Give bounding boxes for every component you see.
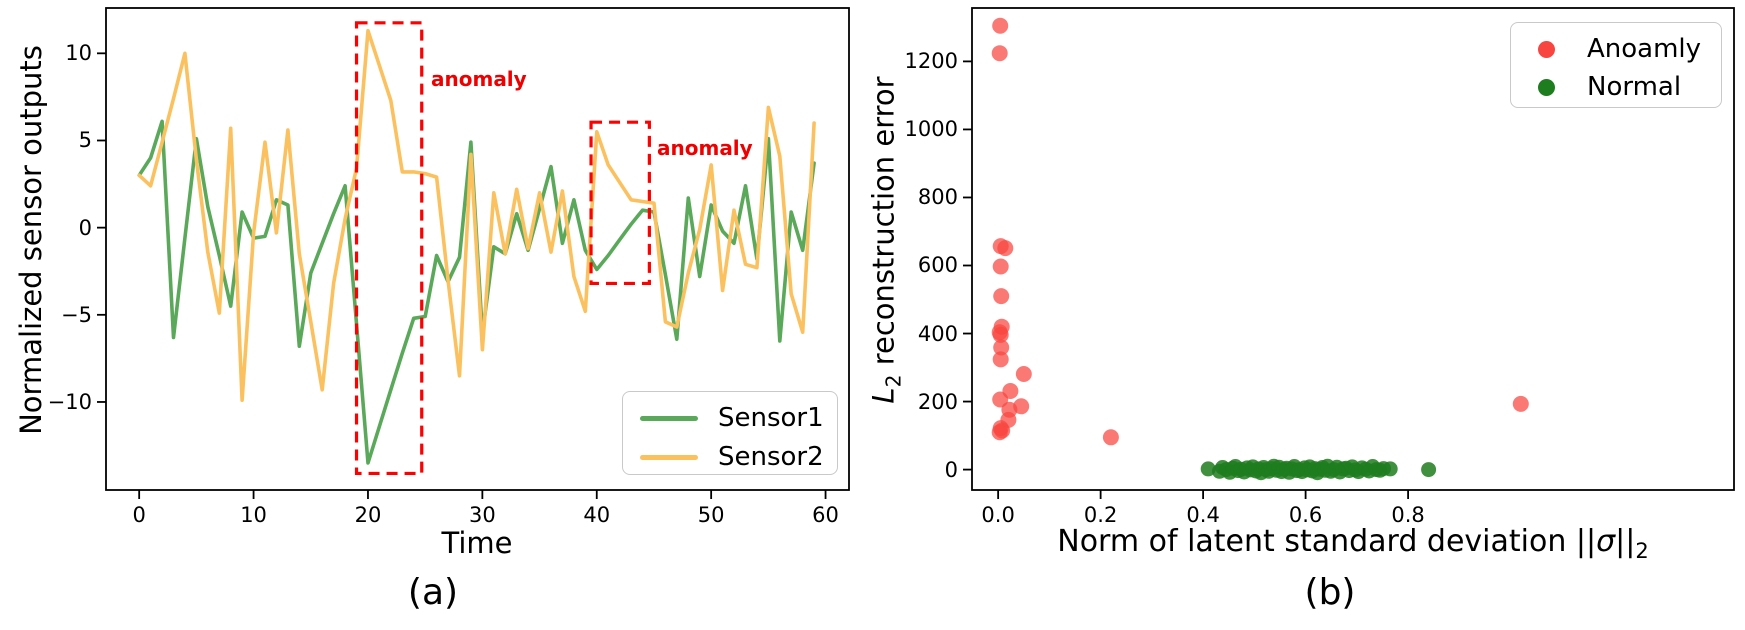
sensor2-line-swatch (640, 454, 698, 460)
scatter-point (993, 339, 1010, 356)
sensor2-line (137, 28, 816, 403)
anomaly-annotation-1: anomaly (431, 67, 527, 91)
anoamly-points-group (991, 17, 1529, 446)
y-tick-label: 600 (917, 253, 958, 278)
y-tick-label: 800 (917, 185, 958, 210)
y-tick-label: 0 (944, 457, 958, 482)
normal-dot-swatch (1538, 78, 1555, 96)
line-chart-panel (97, 7, 850, 499)
legend-item-sensor2: Sensor2 (640, 442, 824, 472)
panel-b-caption: (b) (1304, 572, 1356, 613)
panel-a-caption: (a) (407, 572, 459, 613)
y-tick-label: 0 (78, 215, 92, 240)
scatter-point (1421, 462, 1437, 478)
scatter-point (991, 424, 1008, 441)
x-tick-label: 0.4 (1186, 503, 1220, 527)
panel-b-x-axis-label: Norm of latent standard deviation ||σ||2 (1057, 524, 1648, 563)
normal-points-group (1200, 458, 1437, 481)
x-tick-label: 40 (583, 503, 611, 527)
anomaly-annotation-2: anomaly (657, 136, 753, 160)
legend-label-sensor1: Sensor1 (718, 403, 824, 433)
xlabel-subscript: 2 (1635, 539, 1649, 563)
x-tick-label: 20 (354, 503, 382, 527)
x-tick-label: 0.2 (1083, 503, 1118, 527)
panel-a-y-axis-label: Normalized sensor outputs (14, 45, 48, 435)
scatter-point (991, 45, 1008, 62)
ylabel-subscript: 2 (881, 374, 906, 388)
x-tick-label: 60 (812, 503, 839, 527)
scatter-point (1200, 461, 1216, 477)
anomaly-box-1 (354, 21, 424, 476)
y-tick-label: −10 (47, 389, 92, 414)
scatter-point (992, 258, 1009, 275)
legend-item-normal: Normal (1538, 70, 1681, 104)
scatter-point (1015, 366, 1032, 382)
scatter-point (993, 288, 1010, 305)
legend-label-anomaly: Anoamly (1587, 34, 1702, 64)
x-tick-label: 0 (132, 503, 146, 527)
xlabel-prefix: Norm of latent standard deviation (1057, 524, 1576, 559)
scatter-point (1512, 395, 1529, 412)
x-tick-label: 30 (468, 503, 496, 527)
panel-a-x-axis-label: Time (441, 526, 513, 560)
scatter-chart-panel (963, 7, 1735, 499)
scatter-point (997, 240, 1014, 257)
panel-b-y-axis-label: L2 reconstruction error (867, 76, 906, 403)
x-tick-label: 0.0 (981, 503, 1015, 527)
y-tick-label: 5 (78, 128, 92, 153)
y-tick-label: 400 (917, 321, 958, 346)
scatter-point (992, 326, 1009, 343)
ylabel-rest: reconstruction error (866, 76, 901, 375)
x-tick-label: 10 (240, 503, 267, 527)
x-tick-label: 50 (697, 503, 725, 527)
legend-label-normal: Normal (1587, 72, 1682, 102)
legend-item-anomaly: Anoamly (1538, 32, 1701, 66)
y-tick-label: 1000 (904, 117, 958, 142)
legend-item-sensor1: Sensor1 (640, 403, 824, 433)
x-tick-label: 0.6 (1288, 503, 1323, 527)
scatter-point (1382, 461, 1398, 477)
anomaly-dot-swatch (1538, 40, 1555, 58)
xlabel-bar-right: || (1615, 524, 1636, 559)
y-tick-label: 1200 (904, 49, 958, 74)
sensor1-line-swatch (640, 415, 698, 421)
panel-a-legend: Sensor1 Sensor2 (622, 391, 838, 475)
x-tick-label: 0.8 (1391, 503, 1425, 527)
scatter-point (992, 391, 1009, 408)
panel-b-legend: Anoamly Normal (1510, 22, 1722, 108)
scatter-point (992, 17, 1009, 34)
sigma-symbol: σ (1596, 524, 1616, 559)
scatter-point (1102, 429, 1119, 446)
scatter-point (992, 351, 1009, 368)
xlabel-bar-left: || (1575, 524, 1597, 559)
ylabel-variable: L (866, 387, 901, 404)
y-tick-label: −5 (61, 302, 92, 327)
axes-spines (971, 7, 1735, 491)
axes-spines (105, 7, 850, 491)
legend-label-sensor2: Sensor2 (718, 442, 824, 472)
y-tick-label: 200 (917, 389, 958, 414)
y-tick-label: 10 (65, 41, 92, 66)
